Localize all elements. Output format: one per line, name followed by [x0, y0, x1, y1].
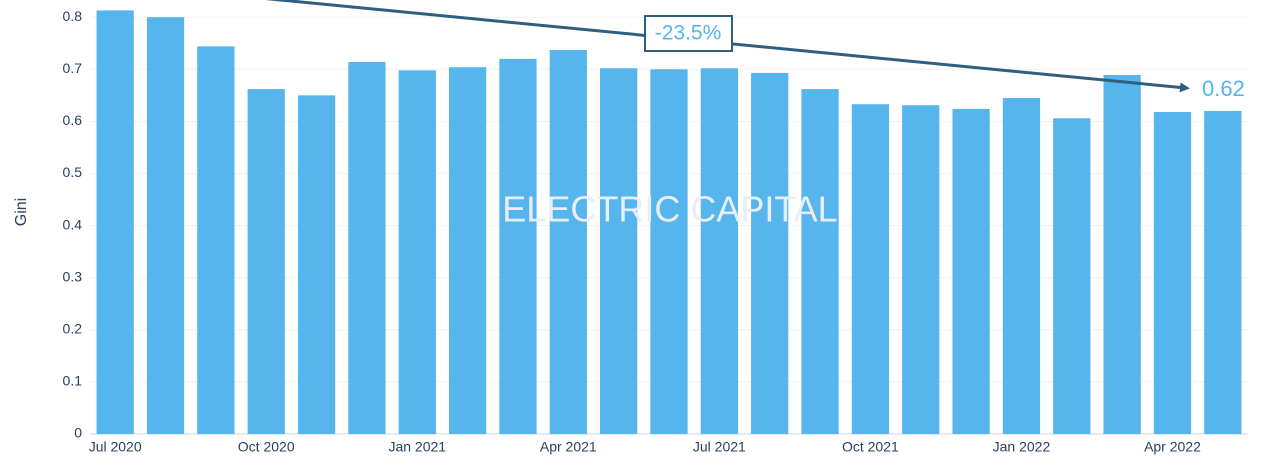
y-tick-label: 0.5 [63, 164, 83, 180]
y-tick-label: 0.6 [63, 112, 83, 128]
y-tick-label: 0.2 [63, 321, 83, 337]
bar [549, 50, 587, 434]
plot-area: 0 0.1 0.2 0.3 0.4 0.5 0.6 0.7 0.8 Jul 2020 Oct 202… [63, 8, 1248, 455]
y-tick-label: 0.4 [63, 216, 83, 232]
bar [751, 72, 789, 435]
bar [448, 67, 487, 434]
bar [146, 17, 185, 435]
bar [650, 69, 688, 434]
bar [96, 10, 134, 435]
y-tick-label: 0.1 [63, 373, 83, 389]
x-tick-label: Apr 2022 [1144, 439, 1201, 455]
annotation-box [644, 15, 733, 52]
y-tick-label: 0.8 [63, 8, 83, 24]
watermark: ELECTRIC CAPITAL [502, 189, 837, 230]
y-tick-label: 0.3 [63, 268, 83, 284]
bar [348, 62, 386, 434]
bar [297, 95, 336, 434]
change-annotation: -23.5% [655, 22, 722, 45]
bar [700, 68, 738, 434]
bar [247, 89, 285, 434]
x-tick-label: Apr 2021 [540, 439, 597, 455]
y-axis-title: Gini [13, 198, 30, 226]
bar [398, 70, 436, 435]
bar [499, 58, 537, 434]
bar [1204, 110, 1242, 434]
bar [902, 105, 940, 434]
bar [1103, 75, 1141, 434]
y-tick-label: 0.7 [63, 60, 83, 76]
x-tick-label: Oct 2020 [238, 439, 295, 455]
bar [1002, 97, 1041, 434]
x-tick-label: Jan 2021 [388, 439, 446, 455]
y-tick-label: 0 [74, 425, 82, 441]
bar [197, 46, 235, 434]
bar [600, 68, 638, 434]
bar [801, 89, 839, 434]
x-tick-label: Jul 2020 [89, 439, 142, 455]
bar [851, 104, 890, 434]
bar [1153, 112, 1192, 434]
x-tick-label: Jul 2021 [693, 439, 746, 455]
bar [1053, 118, 1091, 434]
bar [952, 108, 990, 435]
last-value-annotation: 0.62 [1202, 76, 1245, 101]
x-tick-label: Oct 2021 [842, 439, 899, 455]
x-tick-label: Jan 2022 [993, 439, 1051, 455]
